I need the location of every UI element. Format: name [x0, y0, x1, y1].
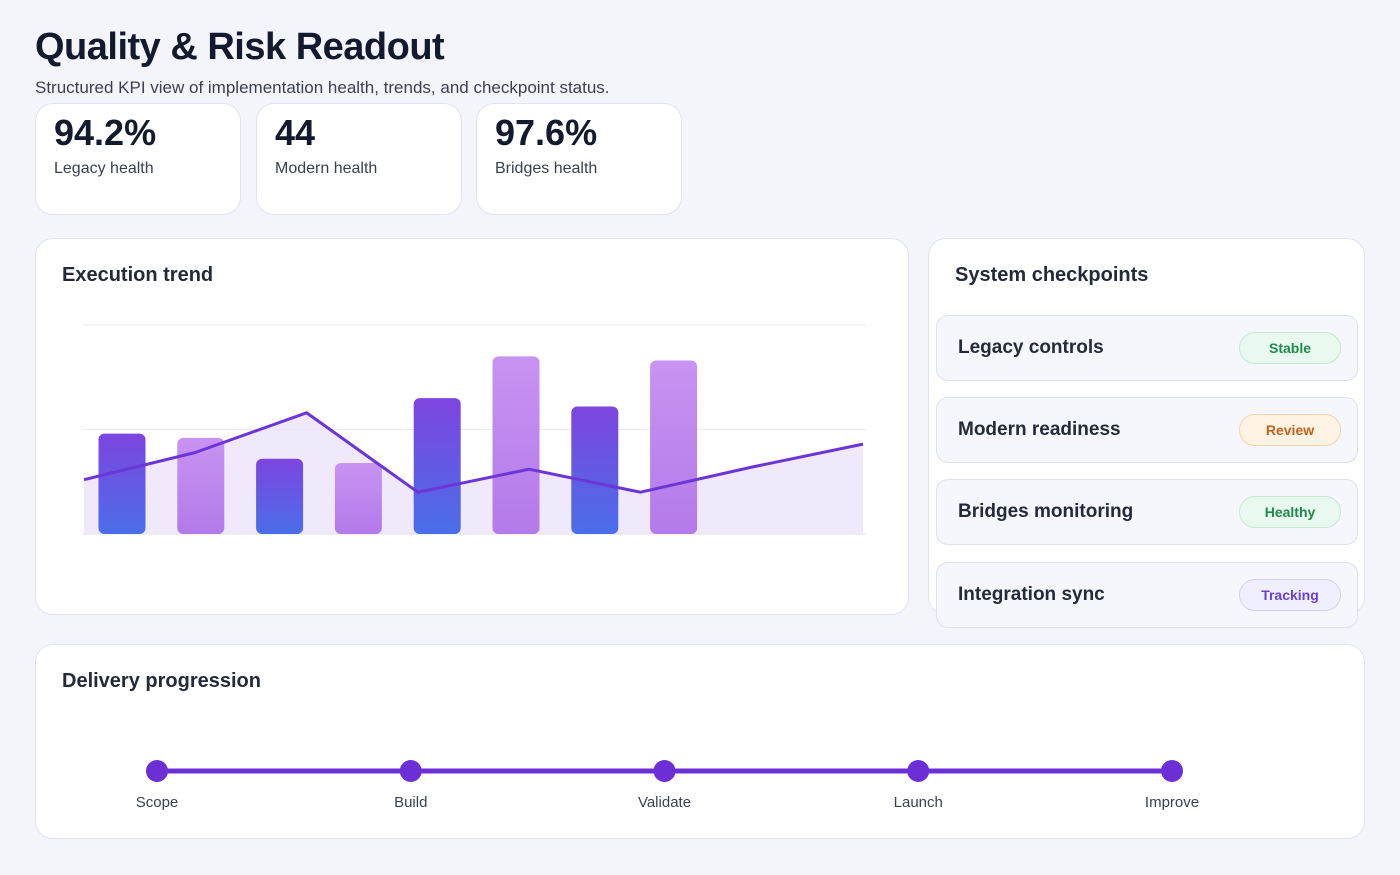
bar	[492, 356, 540, 534]
kpi-label: Modern health	[275, 160, 378, 177]
trend-card: Execution trend	[35, 238, 909, 615]
checkpoint-label: Integration sync	[958, 584, 1105, 605]
bar	[413, 398, 461, 534]
card-title: System checkpoints	[955, 264, 1149, 286]
kpi-value: 97.6%	[495, 112, 598, 153]
kpi-card: 97.6% Bridges health	[476, 103, 682, 215]
trend-line	[83, 411, 864, 494]
bar	[334, 462, 382, 534]
kpi-value: 44	[275, 112, 316, 153]
checkpoint-item: Legacy controls Stable	[936, 315, 1358, 381]
delivery-card: Delivery progression	[35, 644, 1365, 839]
checkpoint-item: Bridges monitoring Healthy	[936, 479, 1358, 545]
bar	[571, 406, 619, 534]
status-badge: Healthy	[1239, 496, 1341, 528]
status-badge: Stable	[1239, 332, 1341, 364]
checkpoint-item: Modern readiness Review	[936, 397, 1358, 463]
timeline-node	[399, 760, 422, 782]
status-badge: Review	[1239, 414, 1341, 446]
kpi-card: 94.2% Legacy health	[35, 103, 241, 215]
timeline-node	[653, 760, 676, 782]
kpi-card: 44 Modern health	[256, 103, 462, 215]
card-title: Execution trend	[62, 264, 214, 286]
timeline-node	[907, 760, 930, 782]
checkpoint-label: Modern readiness	[958, 419, 1121, 440]
step-label: Scope	[135, 794, 179, 811]
step-label: Improve	[1144, 794, 1200, 811]
card-title: Delivery progression	[62, 670, 261, 692]
bar	[177, 437, 225, 534]
checkpoint-label: Legacy controls	[958, 337, 1104, 358]
status-badge: Tracking	[1239, 579, 1341, 611]
page-title: Quality & Risk Readout	[35, 26, 445, 68]
chart	[82, 324, 866, 535]
bar	[98, 433, 146, 534]
step-label: Validate	[637, 794, 692, 811]
bar	[650, 360, 698, 534]
checkpoint-label: Bridges monitoring	[958, 501, 1134, 522]
timeline-node	[146, 760, 168, 782]
checkpoint-item: Integration sync Tracking	[936, 562, 1358, 628]
timeline-node	[1161, 760, 1183, 782]
bar	[256, 458, 304, 534]
kpi-value: 94.2%	[54, 112, 157, 153]
step-label: Build	[394, 794, 428, 811]
kpi-label: Legacy health	[54, 160, 154, 177]
kpi-label: Bridges health	[495, 160, 598, 177]
step-label: Launch	[893, 794, 943, 811]
page-subtitle: Structured KPI view of implementation he…	[35, 78, 610, 97]
